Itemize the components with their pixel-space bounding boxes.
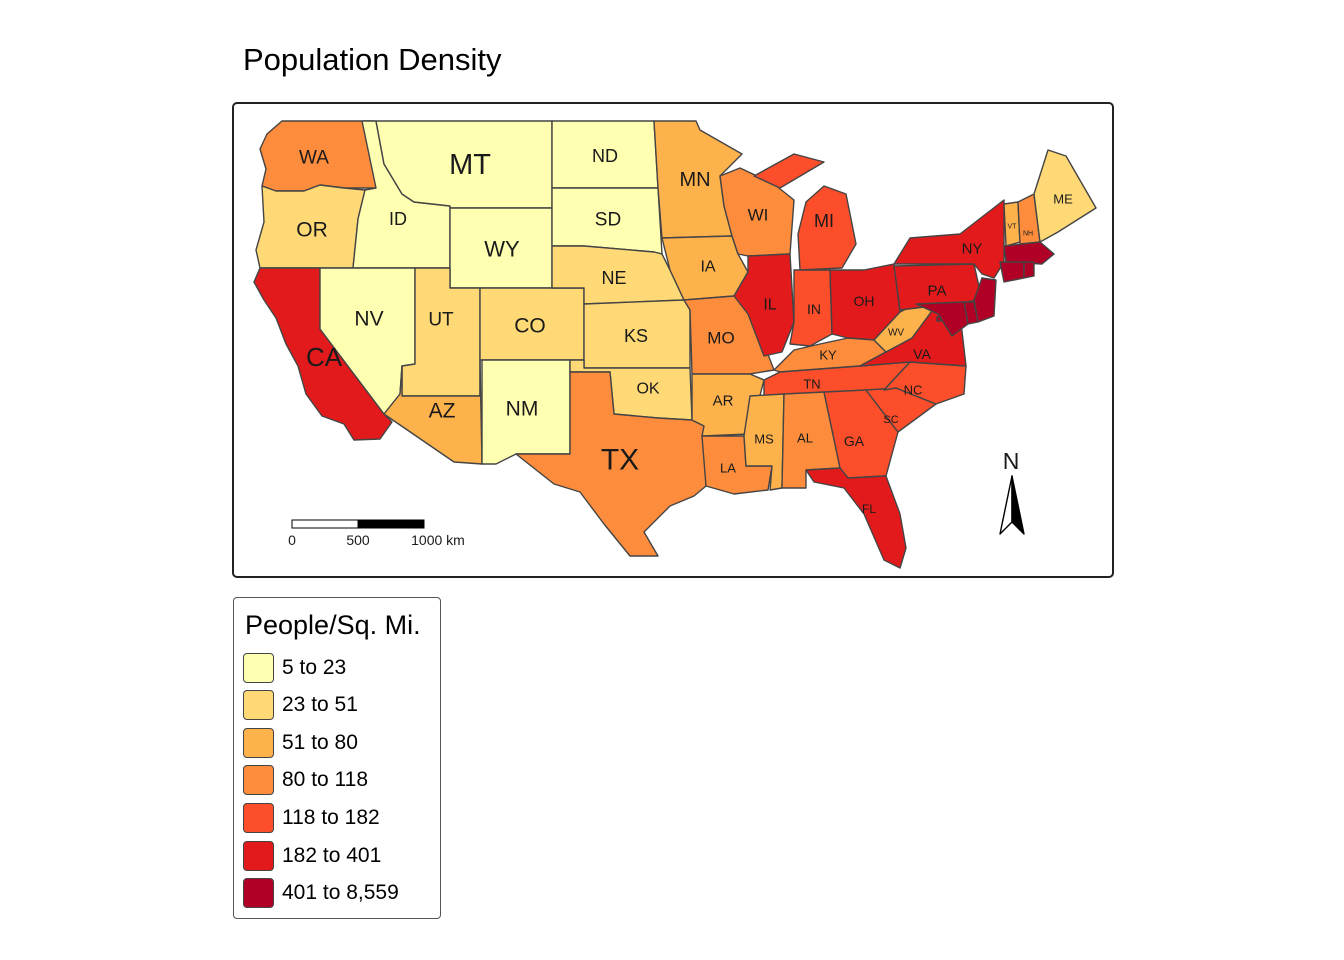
state-label-ut: UT bbox=[428, 310, 454, 331]
legend-label: 118 to 182 bbox=[282, 806, 380, 829]
legend-label: 51 to 80 bbox=[282, 731, 358, 754]
legend-swatch bbox=[243, 765, 274, 795]
state-label-az: AZ bbox=[429, 400, 456, 423]
state-label-nd: ND bbox=[592, 146, 618, 166]
state-label-fl: FL bbox=[862, 502, 876, 516]
map-legend: People/Sq. Mi. 5 to 23 23 to 51 51 to 80… bbox=[233, 597, 441, 919]
legend-swatch bbox=[243, 690, 274, 720]
state-label-nm: NM bbox=[506, 398, 539, 421]
legend-item: 401 to 8,559 bbox=[243, 878, 399, 908]
state-label-va: VA bbox=[913, 346, 931, 362]
state-label-me: ME bbox=[1053, 192, 1073, 207]
legend-swatch bbox=[243, 803, 274, 833]
state-label-nh: NH bbox=[1023, 231, 1033, 238]
state-label-wy: WY bbox=[484, 237, 520, 262]
scale-label-0: 0 bbox=[288, 532, 296, 548]
legend-swatch bbox=[243, 878, 274, 908]
state-label-ar: AR bbox=[713, 393, 734, 410]
state-label-la: LA bbox=[720, 461, 736, 476]
state-label-in: IN bbox=[807, 301, 821, 317]
scale-label-1000: 1000 km bbox=[411, 532, 465, 548]
state-label-ga: GA bbox=[844, 433, 865, 449]
state-label-wi: WI bbox=[748, 206, 769, 225]
state-label-id: ID bbox=[389, 209, 407, 229]
state-md bbox=[915, 301, 969, 337]
state-label-wa: WA bbox=[299, 148, 329, 169]
state-ma bbox=[1003, 241, 1055, 265]
legend-title: People/Sq. Mi. bbox=[245, 610, 421, 640]
legend-label: 5 to 23 bbox=[282, 656, 347, 679]
state-mi bbox=[753, 153, 857, 271]
scale-label-500: 500 bbox=[346, 532, 370, 548]
legend-label: 80 to 118 bbox=[282, 768, 369, 791]
state-label-tn: TN bbox=[803, 377, 820, 392]
legend-item: 23 to 51 bbox=[243, 690, 358, 720]
state-label-ms: MS bbox=[754, 432, 774, 447]
state-fl bbox=[805, 467, 907, 569]
state-label-nv: NV bbox=[354, 308, 383, 331]
north-arrow-label: N bbox=[1003, 448, 1020, 474]
state-label-mn: MN bbox=[679, 169, 710, 191]
state-tx bbox=[515, 371, 707, 557]
scale-bar-segment-black bbox=[357, 519, 425, 529]
legend-item: 118 to 182 bbox=[243, 803, 380, 833]
state-label-co: CO bbox=[514, 315, 546, 338]
state-label-pa: PA bbox=[928, 283, 947, 300]
state-label-vt: VT bbox=[1008, 224, 1018, 231]
state-label-ky: KY bbox=[819, 348, 837, 363]
state-label-ok: OK bbox=[636, 381, 659, 398]
state-label-ne: NE bbox=[601, 268, 626, 288]
state-il bbox=[733, 253, 795, 357]
state-label-il: IL bbox=[763, 297, 776, 314]
state-ks bbox=[583, 299, 691, 369]
state-label-sd: SD bbox=[595, 210, 621, 231]
state-label-wv: WV bbox=[888, 328, 904, 339]
legend-item: 80 to 118 bbox=[243, 765, 368, 795]
state-label-tx: TX bbox=[601, 444, 639, 477]
state-ri bbox=[1023, 261, 1035, 279]
state-label-ny: NY bbox=[962, 241, 983, 258]
map-title: Population Density bbox=[243, 42, 502, 77]
state-label-ks: KS bbox=[624, 326, 648, 346]
state-dc bbox=[936, 316, 942, 322]
north-arrow-icon: N bbox=[999, 448, 1025, 535]
scale-bar: 0 500 1000 km bbox=[288, 519, 465, 548]
legend-label: 182 to 401 bbox=[282, 844, 382, 867]
legend-item: 182 to 401 bbox=[243, 841, 381, 871]
legend-swatch bbox=[243, 841, 274, 871]
legend-swatch bbox=[243, 728, 274, 758]
state-nj bbox=[973, 277, 997, 323]
state-label-ca: CA bbox=[306, 342, 343, 372]
map-frame: WA OR CA ID NV MT WY UT CO AZ NM ND SD N… bbox=[232, 102, 1114, 578]
state-label-mt: MT bbox=[449, 149, 491, 181]
legend-item: 5 to 23 bbox=[243, 653, 346, 683]
scale-bar-segment-white bbox=[291, 519, 359, 529]
state-label-nc: NC bbox=[904, 383, 923, 398]
state-label-mi: MI bbox=[814, 211, 834, 231]
us-choropleth-map: WA OR CA ID NV MT WY UT CO AZ NM ND SD N… bbox=[253, 120, 1097, 569]
legend-label: 23 to 51 bbox=[282, 693, 358, 716]
state-label-oh: OH bbox=[854, 293, 875, 309]
state-label-sc: SC bbox=[883, 414, 898, 426]
legend-label: 401 to 8,559 bbox=[282, 881, 399, 904]
state-label-or: OR bbox=[296, 219, 328, 242]
legend-swatch bbox=[243, 653, 274, 683]
state-label-mo: MO bbox=[707, 329, 734, 348]
legend-item: 51 to 80 bbox=[243, 728, 358, 758]
state-ct bbox=[999, 261, 1025, 283]
state-label-ia: IA bbox=[700, 259, 715, 276]
state-label-al: AL bbox=[797, 431, 813, 446]
